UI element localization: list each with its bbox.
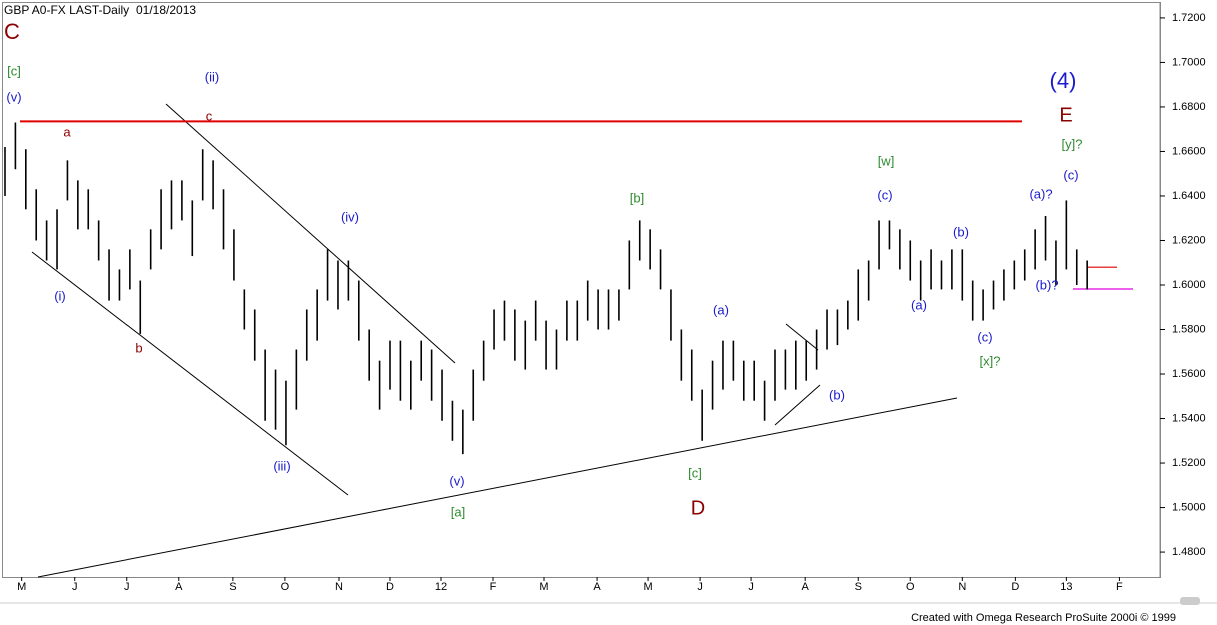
- x-tick-label: J: [748, 581, 754, 593]
- wave-label: (4): [1050, 68, 1077, 93]
- scroll-thumb[interactable]: [1180, 597, 1200, 605]
- wave-label: (c): [877, 187, 892, 202]
- y-tick-label: 1.6200: [1172, 234, 1206, 246]
- wave-label: (v): [449, 473, 464, 488]
- x-tick-label: N: [958, 581, 966, 593]
- wave-label: c: [206, 108, 213, 123]
- wave-label: (b)?: [1035, 277, 1058, 292]
- wave-label: (a): [713, 302, 729, 317]
- wave-label: E: [1059, 104, 1072, 126]
- y-tick-label: 1.7200: [1172, 12, 1206, 24]
- trend-line: [774, 384, 821, 426]
- trend-lines: [31, 103, 958, 578]
- wave-label: (c): [1063, 167, 1078, 182]
- wave-label: D: [691, 497, 705, 519]
- x-tick-label: O: [281, 581, 290, 593]
- chart-date: 01/18/2013: [136, 3, 196, 17]
- footer: Created with Omega Research ProSuite 200…: [911, 612, 1176, 624]
- y-tick-label: 1.4800: [1172, 546, 1206, 558]
- wave-label: [x]?: [980, 353, 1001, 368]
- x-tick-label: F: [1116, 581, 1123, 593]
- x-tick-label: M: [539, 581, 548, 593]
- chart-title: GBP A0-FX LAST-Daily: [4, 3, 129, 17]
- wave-label: (b): [829, 387, 845, 402]
- y-tick-label: 1.7000: [1172, 56, 1206, 68]
- x-tick-label: M: [643, 581, 652, 593]
- wave-label: (ii): [205, 69, 219, 84]
- y-tick-label: 1.5800: [1172, 323, 1206, 335]
- wave-label: [w]: [878, 153, 895, 168]
- y-tick-label: 1.5400: [1172, 412, 1206, 424]
- wave-label: (iv): [341, 209, 359, 224]
- trend-line: [785, 323, 819, 351]
- x-tick-label: S: [229, 581, 236, 593]
- y-tick-label: 1.6600: [1172, 145, 1206, 157]
- y-tick-label: 1.5600: [1172, 368, 1206, 380]
- x-tick-label: S: [855, 581, 862, 593]
- y-tick-label: 1.6400: [1172, 190, 1206, 202]
- trend-line: [165, 103, 456, 364]
- x-tick-label: D: [1011, 581, 1019, 593]
- wave-label: b: [135, 340, 142, 355]
- wave-label: [y]?: [1062, 136, 1083, 151]
- wave-label: a: [63, 124, 71, 139]
- x-tick-label: D: [386, 581, 394, 593]
- x-tick-label: A: [593, 581, 601, 593]
- x-tick-label: F: [490, 581, 497, 593]
- x-tick-label: A: [175, 581, 183, 593]
- y-tick-label: 1.5000: [1172, 501, 1206, 513]
- wave-label: (a): [911, 297, 927, 312]
- wave-label: [b]: [630, 190, 644, 205]
- y-tick-label: 1.6800: [1172, 101, 1206, 113]
- wave-label: [c]: [688, 465, 702, 480]
- wave-label: (b): [953, 224, 969, 239]
- trend-line: [37, 397, 958, 578]
- y-tick-label: 1.6000: [1172, 279, 1206, 291]
- x-tick-label: N: [335, 581, 343, 593]
- x-tick-label: J: [124, 581, 130, 593]
- wave-label: C: [4, 19, 20, 44]
- x-tick-label: 13: [1060, 581, 1072, 593]
- x-tick-label: M: [17, 581, 26, 593]
- wave-label: (c): [977, 329, 992, 344]
- wave-label: (iii): [273, 458, 290, 473]
- wave-label: [a]: [451, 504, 465, 519]
- wave-label: (v): [6, 89, 21, 104]
- x-tick-label: O: [906, 581, 915, 593]
- x-tick-label: J: [72, 581, 78, 593]
- trend-line: [31, 251, 349, 496]
- wave-label: [c]: [7, 63, 21, 78]
- x-tick-label: 12: [435, 581, 447, 593]
- wave-label: (a)?: [1029, 186, 1052, 201]
- y-tick-label: 1.5200: [1172, 457, 1206, 469]
- x-tick-label: A: [802, 581, 810, 593]
- x-tick-label: J: [697, 581, 703, 593]
- wave-label: (i): [54, 288, 66, 303]
